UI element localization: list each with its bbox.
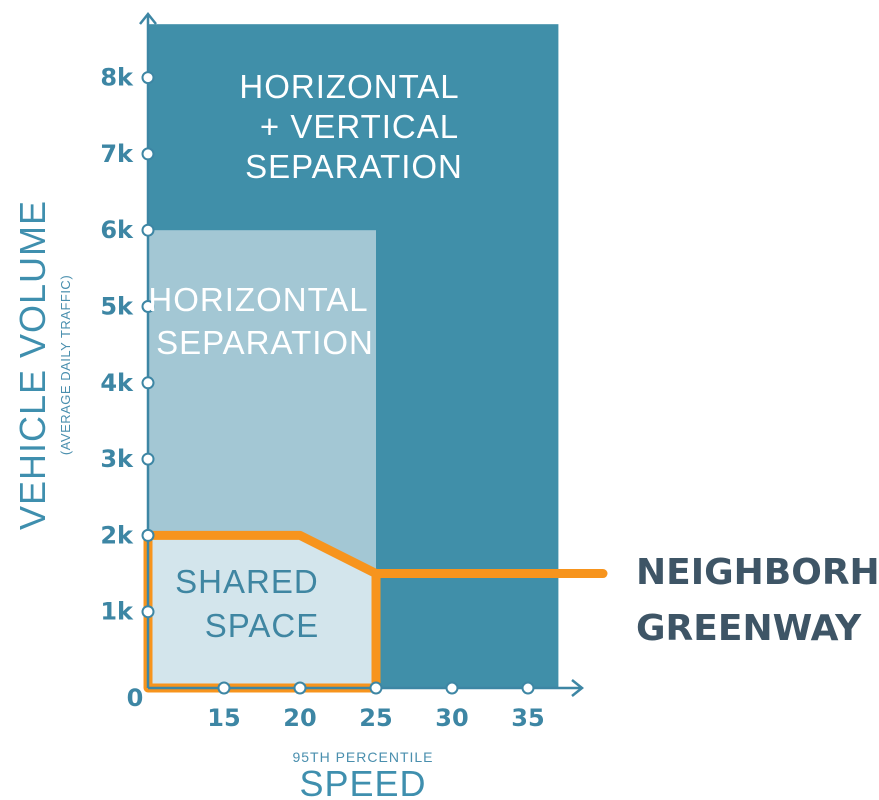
y-axis-subtitle: (AVERAGE DAILY TRAFFIC) xyxy=(58,275,73,455)
y-axis-ticks: 1k 2k 3k 4k 5k 6k 7k 8k xyxy=(100,64,155,626)
y-tick-dot xyxy=(141,376,155,390)
zone-label-shared-space: SHARED SPACE xyxy=(175,563,329,644)
y-tick-label: 7k xyxy=(100,140,134,168)
y-tick-label: 6k xyxy=(100,216,134,244)
x-axis-title: SPEED xyxy=(299,763,426,800)
y-axis-title: VEHICLE VOLUME xyxy=(12,200,53,530)
x-axis-ticks: 15 20 25 30 35 xyxy=(207,681,545,732)
x-tick-label: 25 xyxy=(359,704,392,732)
zone-label-horizontal: HORIZONTAL SEPARATION xyxy=(148,281,377,361)
y-axis-arrow-icon xyxy=(139,11,157,25)
y-tick-label: 1k xyxy=(100,598,134,626)
origin-label: 0 xyxy=(127,684,144,712)
y-tick-dot xyxy=(141,605,155,619)
x-axis-arrow-icon xyxy=(571,679,585,697)
y-tick-dot xyxy=(141,300,155,313)
y-tick-label: 8k xyxy=(100,64,134,92)
x-tick-dot xyxy=(521,681,535,695)
neighborhood-greenway-callout: NEIGHBORHOOD GREENWAY xyxy=(636,552,879,649)
x-tick-label: 20 xyxy=(283,704,316,732)
y-tick-label: 4k xyxy=(100,369,134,397)
y-tick-dot xyxy=(141,71,155,85)
x-tick-label: 30 xyxy=(435,704,468,732)
y-tick-label: 3k xyxy=(100,445,134,473)
y-tick-label: 5k xyxy=(100,293,134,321)
x-tick-label: 35 xyxy=(511,704,544,732)
x-tick-dot xyxy=(217,681,231,695)
y-tick-dot xyxy=(141,147,155,161)
y-tick-dot xyxy=(141,528,155,542)
x-tick-dot xyxy=(445,681,459,695)
x-tick-dot xyxy=(293,681,307,695)
y-tick-dot xyxy=(141,223,155,237)
x-axis-subtitle: 95TH PERCENTILE xyxy=(292,749,433,765)
y-tick-dot xyxy=(141,452,155,466)
x-tick-dot xyxy=(369,681,383,695)
x-tick-label: 15 xyxy=(207,704,240,732)
shared-space-zone xyxy=(148,535,376,688)
y-tick-label: 2k xyxy=(100,521,134,549)
zone-label-horizontal-vertical: HORIZONTAL + VERTICAL SEPARATION xyxy=(239,68,468,185)
